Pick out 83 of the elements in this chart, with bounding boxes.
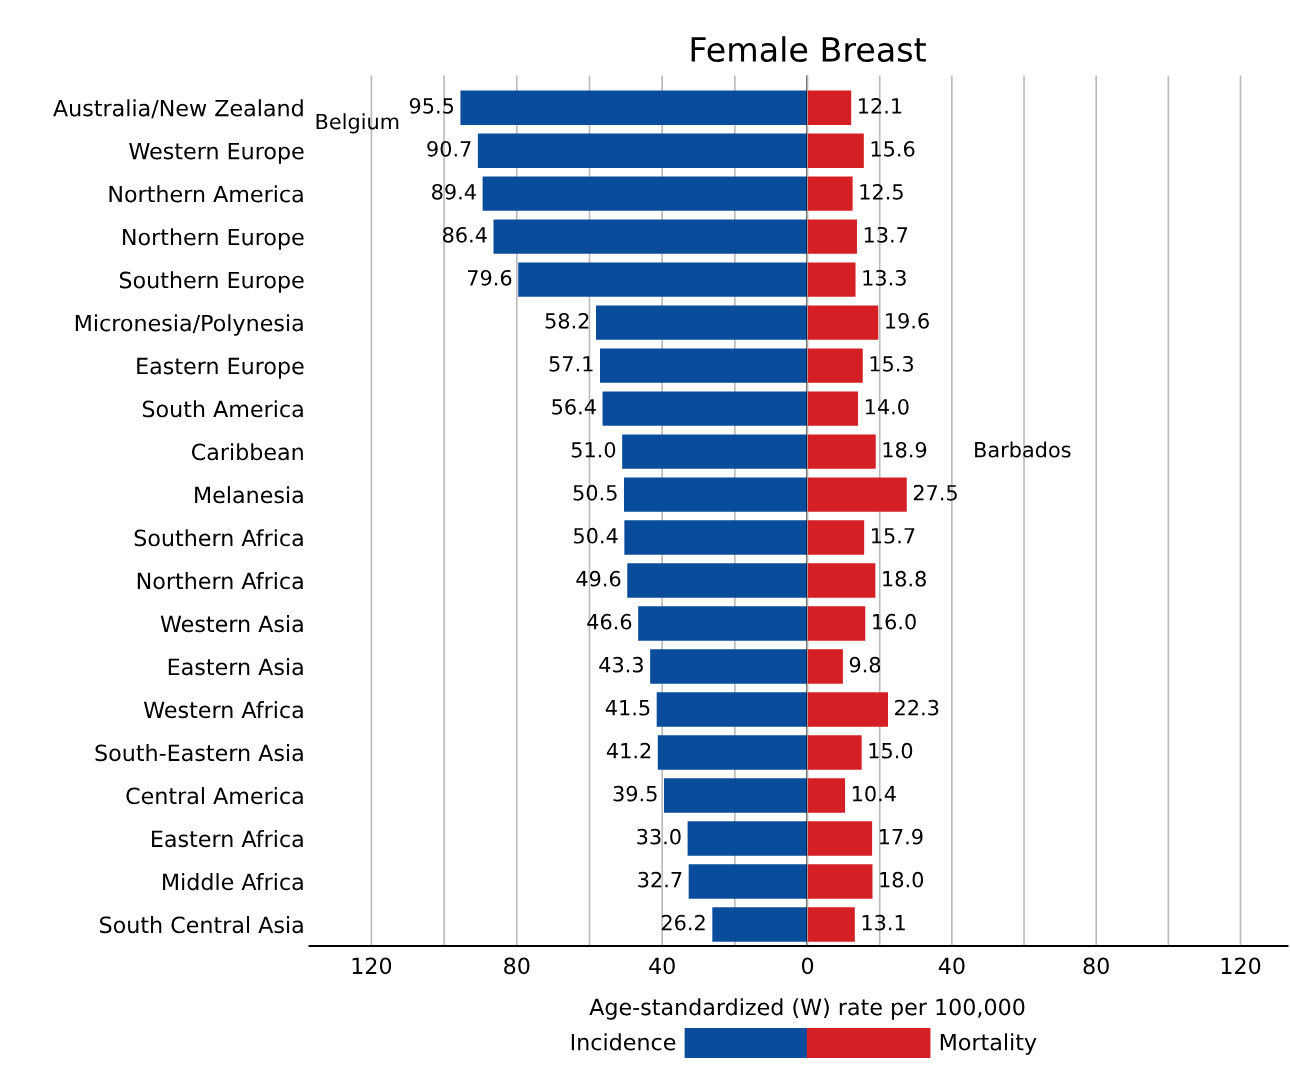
y-tick-label: Eastern Asia [168,658,303,676]
data-label: 13.7 [864,226,908,243]
data-label: 90.7 [427,140,471,157]
bar [807,778,846,813]
data-label: 26.2 [661,914,705,931]
bar [807,133,864,168]
text: Mortality [940,1033,1037,1055]
data-label: 14.0 [865,398,909,415]
bar [807,262,856,297]
bar [807,219,857,254]
bar [807,649,843,684]
y-tick-label: Western Africa [143,701,303,719]
y-tick-label: Caribbean [191,443,303,461]
data-label: 46.6 [587,613,632,630]
bar [807,176,853,211]
data-label: 12.1 [859,97,902,114]
data-label: 79.6 [467,269,512,286]
y-tick-label: Micronesia/Polynesia [75,314,303,336]
data-label: 19.6 [886,312,929,329]
y-tick-label: Northern America [109,185,303,203]
text: Incidence [571,1033,676,1051]
bar [807,391,859,426]
data-label: 39.5 [613,785,657,802]
y-tick-label: South America [142,400,303,418]
data-label: 43.3 [599,656,643,673]
data-label: 41.2 [606,742,651,759]
y-tick-label: Eastern Africa [152,830,303,848]
data-label: 33.0 [637,828,681,845]
data-label: 56.4 [552,398,596,415]
y-tick-label: Western Asia [160,615,303,633]
data-label: 10.4 [852,785,896,802]
x-axis-title: Age-standardized (W) rate per 100,000 [589,998,1025,1020]
data-label: 18.9 [883,441,927,458]
data-label: 57.1 [549,356,593,372]
data-label: 15.6 [871,140,915,157]
data-label: 18.8 [883,570,926,587]
bar [807,520,865,555]
y-tick-label: Western Europe [129,142,304,164]
x-tick-label: 120 [1221,957,1261,975]
y-tick-label: Australia/New Zealand [53,99,303,119]
data-label: 89.4 [432,183,476,200]
data-label: 15.7 [872,528,915,544]
y-tick-label: Southern Europe [119,271,304,293]
chart-title: Female Breast [691,36,926,63]
y-tick-label: Eastern Europe [137,357,304,379]
data-label: 50.5 [573,484,617,501]
bar [807,90,852,125]
data-label: 9.8 [849,656,881,673]
x-tick-label: 40 [938,957,965,975]
x-tick-label: 80 [504,957,530,975]
data-label: 15.3 [870,355,914,372]
data-label: 86.4 [442,226,487,243]
data-label: 13.1 [862,914,905,931]
data-label: 50.4 [574,527,618,544]
annotation: Barbados [975,441,1071,458]
data-label: 27.5 [913,484,957,501]
data-label: 16.0 [873,613,916,630]
bar [807,348,863,383]
y-tick-label: South-Eastern Asia [95,744,303,762]
data-label: 15.0 [869,742,913,759]
data-label: 49.6 [576,570,621,587]
data-label: 41.5 [605,700,650,716]
x-tick-label: 120 [352,957,392,975]
y-tick-label: Northern Africa [137,572,303,590]
data-label: 51.0 [571,441,616,458]
x-tick-label: 80 [1083,957,1109,975]
data-label: 22.3 [895,699,939,716]
data-label: 58.2 [545,312,589,329]
data-label: 18.0 [880,871,924,888]
data-label: 12.5 [860,183,903,200]
data-label: 17.9 [879,828,923,845]
x-tick-label: 0 [801,957,814,975]
y-tick-label: Melanesia [195,486,303,504]
y-tick-label: Central America [126,787,303,805]
annotation: Belgium [316,113,399,134]
y-tick-label: South Central Asia [100,916,303,934]
x-tick-label: 40 [649,957,675,975]
y-tick-label: Northern Europe [123,228,304,250]
y-tick-label: Southern Africa [134,529,303,547]
data-label: 13.3 [863,269,906,286]
y-tick-label: Middle Africa [163,873,303,891]
data-label: 95.5 [409,97,454,114]
data-label: 32.7 [638,871,682,888]
